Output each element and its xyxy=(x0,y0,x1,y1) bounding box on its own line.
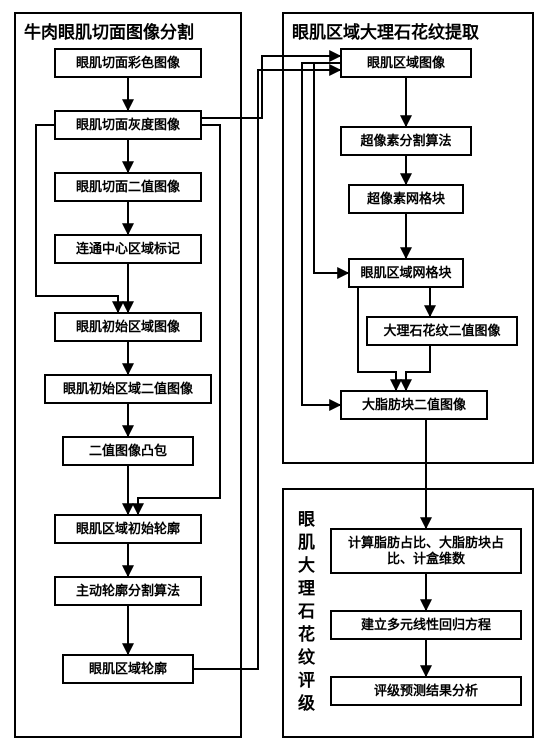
panel-title-right_top: 眼肌区域大理石花纹提取 xyxy=(292,18,479,43)
node-l8: 眼肌区域初始轮廓 xyxy=(54,514,202,544)
node-r2: 超像素分割算法 xyxy=(340,126,472,156)
panel-title-left: 牛肉眼肌切面图像分割 xyxy=(24,18,194,43)
node-r3: 超像素网格块 xyxy=(348,184,464,214)
node-l3: 眼肌切面二值图像 xyxy=(54,172,202,202)
diagram-canvas: 牛肉眼肌切面图像分割眼肌区域大理石花纹提取眼肌大理石花纹评级眼肌切面彩色图像眼肌… xyxy=(0,0,546,747)
panel-title-right_bottom: 眼肌大理石花纹评级 xyxy=(292,510,317,717)
node-l5: 眼肌初始区域图像 xyxy=(54,312,202,342)
node-b2: 建立多元线性回归方程 xyxy=(330,610,522,640)
node-l2: 眼肌切面灰度图像 xyxy=(54,110,202,140)
node-b1: 计算脂肪占比、大脂肪块占比、计盒维数 xyxy=(330,528,522,574)
node-l4: 连通中心区域标记 xyxy=(54,234,202,264)
node-l9: 主动轮廓分割算法 xyxy=(54,576,202,606)
node-r5: 大理石花纹二值图像 xyxy=(366,316,518,346)
node-r6: 大脂肪块二值图像 xyxy=(340,390,488,420)
node-l1: 眼肌切面彩色图像 xyxy=(54,48,202,78)
node-l6: 眼肌初始区域二值图像 xyxy=(44,374,212,404)
node-r1: 眼肌区域图像 xyxy=(340,48,472,78)
node-l10: 眼肌区域轮廓 xyxy=(62,654,194,684)
node-l7: 二值图像凸包 xyxy=(62,436,194,466)
node-b3: 评级预测结果分析 xyxy=(330,676,522,706)
node-r4: 眼肌区域网格块 xyxy=(348,258,464,288)
